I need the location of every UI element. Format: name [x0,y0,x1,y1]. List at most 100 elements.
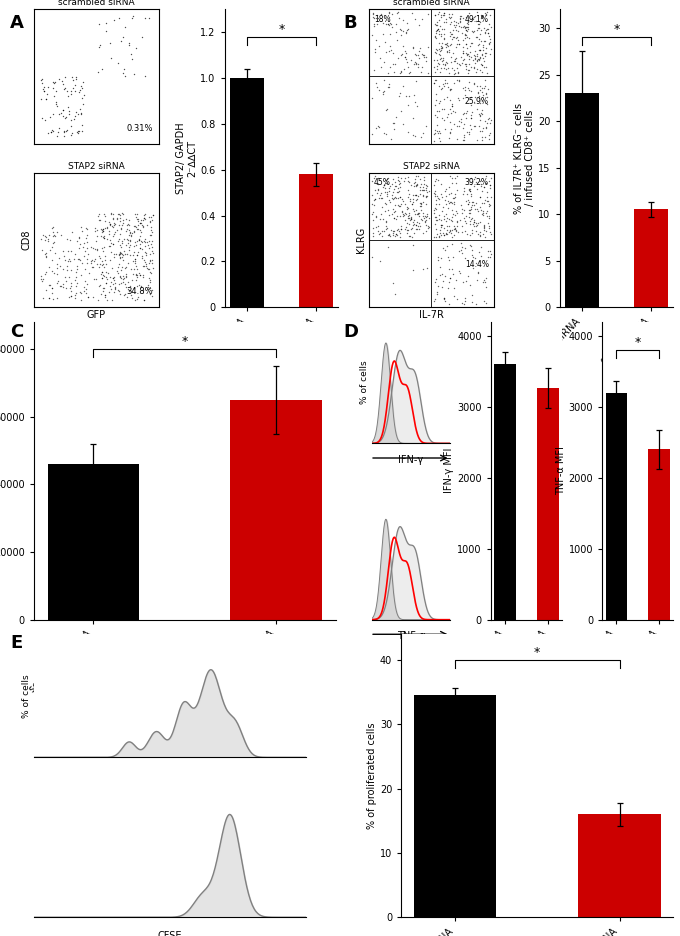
Point [433,36,444,51]
Point [135,278,146,293]
Point [452,30,462,45]
Point [379,55,390,70]
Point [55,279,66,294]
Point [466,50,477,65]
Bar [413,695,496,917]
Point [429,52,440,67]
Point [471,256,481,271]
Point [94,279,105,294]
Point [464,126,475,141]
Point [64,107,75,122]
Point [458,133,469,148]
Point [100,287,111,302]
Point [470,251,481,266]
Point [445,26,456,41]
Point [466,226,477,241]
Point [39,247,50,262]
Point [450,175,461,190]
Point [403,124,413,139]
Point [450,203,461,218]
Point [421,210,432,225]
Point [481,120,492,135]
Point [471,133,482,148]
Point [37,271,48,286]
Point [95,228,106,243]
Point [483,215,494,230]
Point [460,22,471,37]
Point [132,212,143,227]
Point [483,194,494,209]
Point [132,262,143,277]
Point [131,40,141,55]
Point [124,283,135,298]
Point [457,225,468,240]
Point [477,42,488,57]
Point [455,12,466,27]
Point [143,234,154,249]
Text: 45%: 45% [374,179,391,187]
Point [430,45,441,60]
Point [109,227,120,241]
Point [456,20,466,35]
Point [421,218,432,233]
Point [373,224,384,239]
Point [453,263,464,278]
Point [141,248,152,263]
Point [66,243,77,258]
Point [434,259,445,274]
Point [459,180,470,195]
Point [443,66,454,80]
Point [95,37,106,52]
Point [442,200,453,215]
Point [370,191,381,206]
Point [457,296,468,311]
Point [396,204,407,219]
Point [41,250,52,265]
Point [448,221,459,236]
Point [48,228,58,243]
Point [411,215,422,230]
Point [436,40,447,55]
Point [437,40,447,55]
Point [439,57,450,72]
Point [482,90,493,105]
Point [379,125,390,140]
Point [429,275,440,290]
Point [383,240,394,255]
Point [431,59,442,74]
Point [445,15,456,30]
Point [435,65,446,80]
Point [460,110,471,125]
Point [447,27,458,42]
Point [398,208,409,223]
Point [463,183,474,198]
Point [407,221,418,236]
Point [441,207,452,222]
Point [131,238,141,253]
Point [381,103,392,118]
Point [383,16,394,31]
Point [477,227,488,241]
Point [452,65,463,80]
Point [473,51,483,66]
Point [459,28,470,43]
Point [430,30,441,45]
Point [466,110,477,125]
Point [460,26,471,41]
Point [420,214,430,229]
Point [414,171,425,186]
Point [480,59,491,74]
Point [429,123,440,138]
Point [416,11,427,26]
Point [92,242,103,257]
Point [437,267,447,282]
Point [103,285,114,300]
Point [381,213,392,228]
Point [432,61,443,76]
Point [369,62,379,77]
Point [127,247,138,262]
Point [115,246,126,261]
Point [420,119,431,134]
Point [383,6,394,21]
Point [470,196,481,211]
